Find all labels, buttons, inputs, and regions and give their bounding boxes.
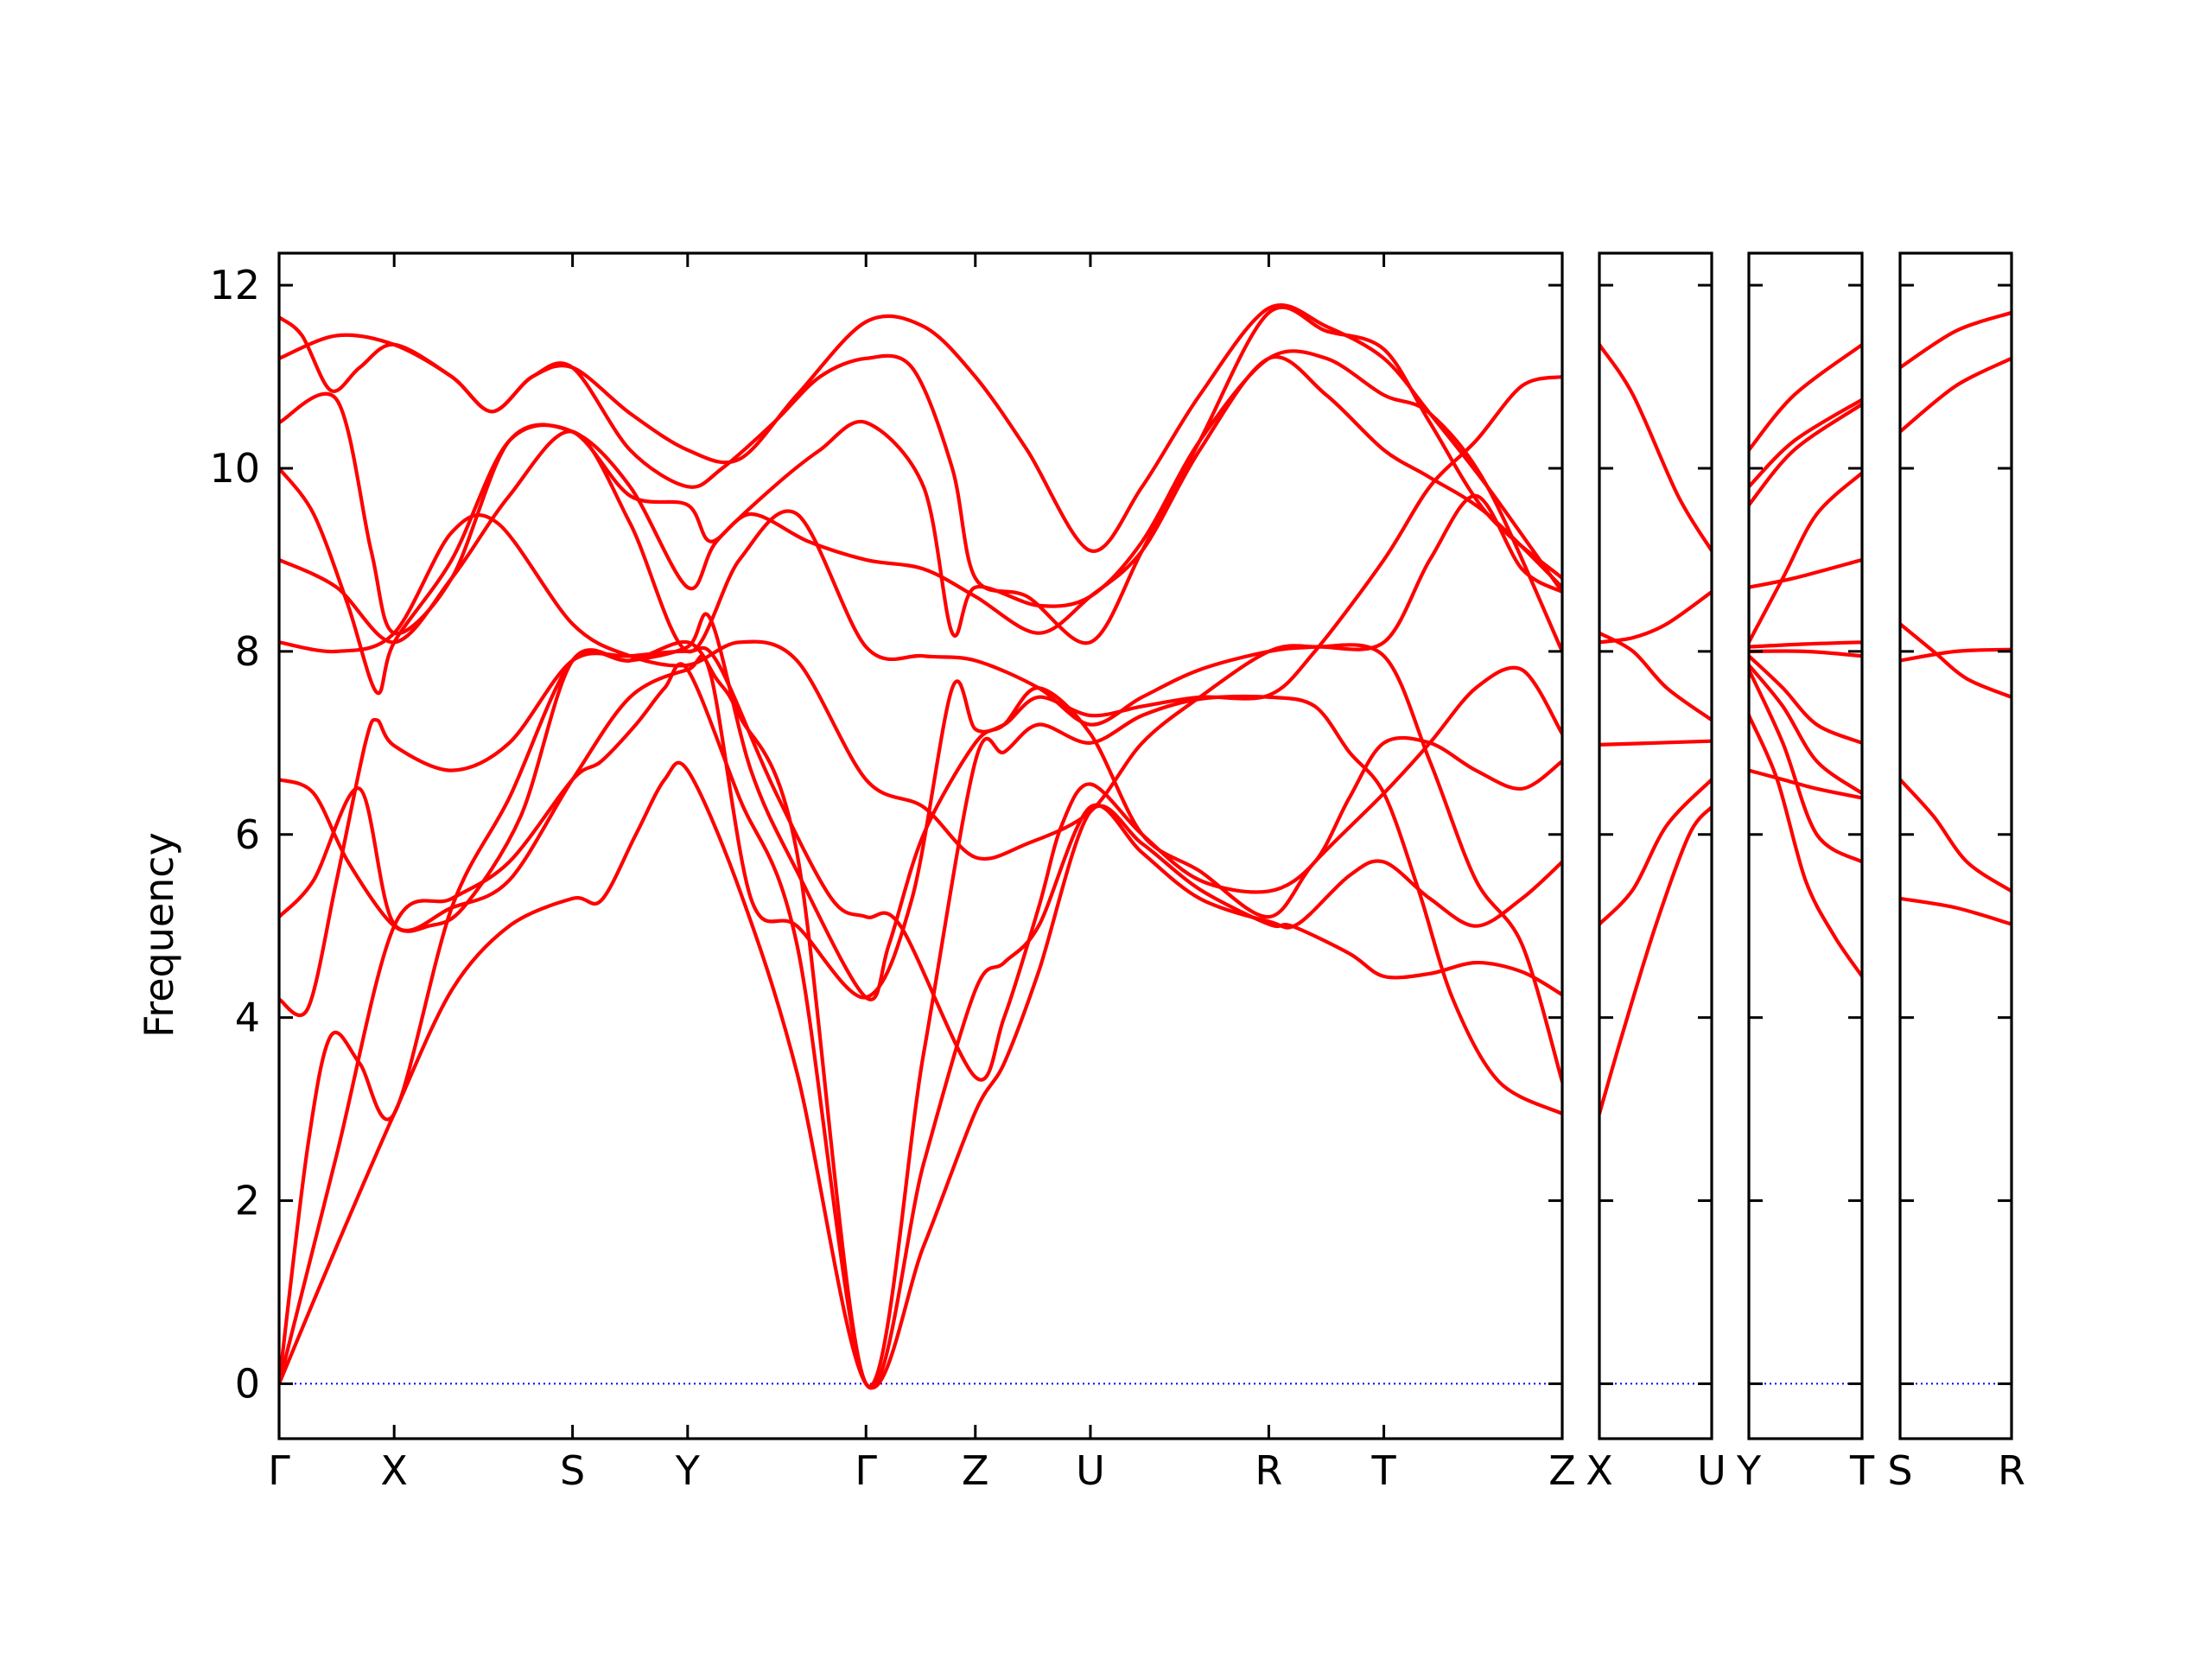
panel-1: 0 2 4 6 8 10 12 Γ X S Y Γ Z U R T Z [209, 251, 1576, 1494]
panel-frame [277, 251, 1564, 1440]
y-tick-label: 0 [235, 1360, 260, 1407]
band-line-4 [279, 645, 1562, 1082]
y-axis-label: Frequency [136, 832, 182, 1038]
y-tick-label: 8 [235, 628, 260, 675]
band-line-8 [279, 429, 1562, 727]
band-line-8 [1749, 471, 1862, 645]
band-line-7 [279, 513, 1562, 1084]
x-tick-label: X [1586, 1447, 1613, 1494]
band-line-1 [279, 760, 1562, 1389]
x-tick-label: R [1998, 1447, 2025, 1494]
band-line-11 [279, 305, 1562, 645]
band-group [279, 302, 1562, 1390]
y-tick-label: 2 [235, 1178, 260, 1224]
band-line-6 [1900, 310, 2012, 370]
x-tick-label: S [1887, 1447, 1912, 1494]
band-line-3 [1900, 647, 2012, 663]
band-group [1599, 342, 1712, 1116]
band-line-3 [1749, 668, 1862, 864]
band-group [1900, 310, 2012, 926]
y-tick-label: 10 [209, 445, 260, 492]
band-line-11 [1749, 397, 1862, 489]
x-tick-label: Y [675, 1447, 701, 1494]
panel-frame [1598, 251, 1713, 1440]
x-tick-label: R [1255, 1447, 1282, 1494]
x-tick-label: Γ [268, 1447, 290, 1494]
band-line-7 [1749, 640, 1862, 649]
band-line-1 [1599, 804, 1712, 1116]
band-line-6 [1749, 649, 1862, 658]
band-line-3 [1599, 739, 1712, 747]
band-group [1749, 342, 1862, 979]
band-line-4 [1749, 663, 1862, 796]
band-line-5 [279, 374, 1562, 1000]
band-line-2 [1599, 778, 1712, 926]
band-line-4 [1900, 622, 2012, 699]
band-line-5 [1749, 654, 1862, 745]
x-tick-label: U [1076, 1447, 1105, 1494]
band-line-2 [279, 662, 1562, 1390]
band-line-1 [1900, 896, 2012, 926]
panel-frame [1898, 251, 2013, 1440]
band-line-10 [1749, 402, 1862, 507]
y-tick-label: 12 [209, 262, 260, 308]
band-line-1 [1749, 768, 1862, 800]
band-line-2 [1749, 713, 1862, 979]
x-tick-label: Z [962, 1447, 989, 1494]
x-tick-label: X [380, 1447, 408, 1494]
x-tick-label: S [560, 1447, 585, 1494]
band-line-6 [279, 612, 1562, 1001]
y-tick-label: 6 [235, 811, 260, 858]
band-line-2 [1900, 778, 2012, 893]
y-tick-label: 4 [235, 995, 260, 1041]
band-line-4 [1599, 589, 1712, 645]
band-line-12 [1749, 342, 1862, 452]
x-tick-label: U [1697, 1447, 1726, 1494]
band-line-10 [279, 349, 1562, 653]
x-tick-label: Z [1548, 1447, 1576, 1494]
band-line-3 [279, 639, 1562, 1389]
band-line-5 [1599, 631, 1712, 722]
x-tick-label: Y [1736, 1447, 1762, 1494]
panel-frame [1747, 251, 1864, 1440]
x-tick-label: Γ [855, 1447, 877, 1494]
x-tick-label: T [1849, 1447, 1875, 1494]
band-line-12 [279, 302, 1562, 594]
band-line-9 [279, 354, 1562, 696]
band-line-5 [1900, 356, 2012, 434]
band-line-9 [1749, 557, 1862, 589]
band-line-6 [1599, 342, 1712, 553]
x-tick-label: T [1371, 1447, 1397, 1494]
